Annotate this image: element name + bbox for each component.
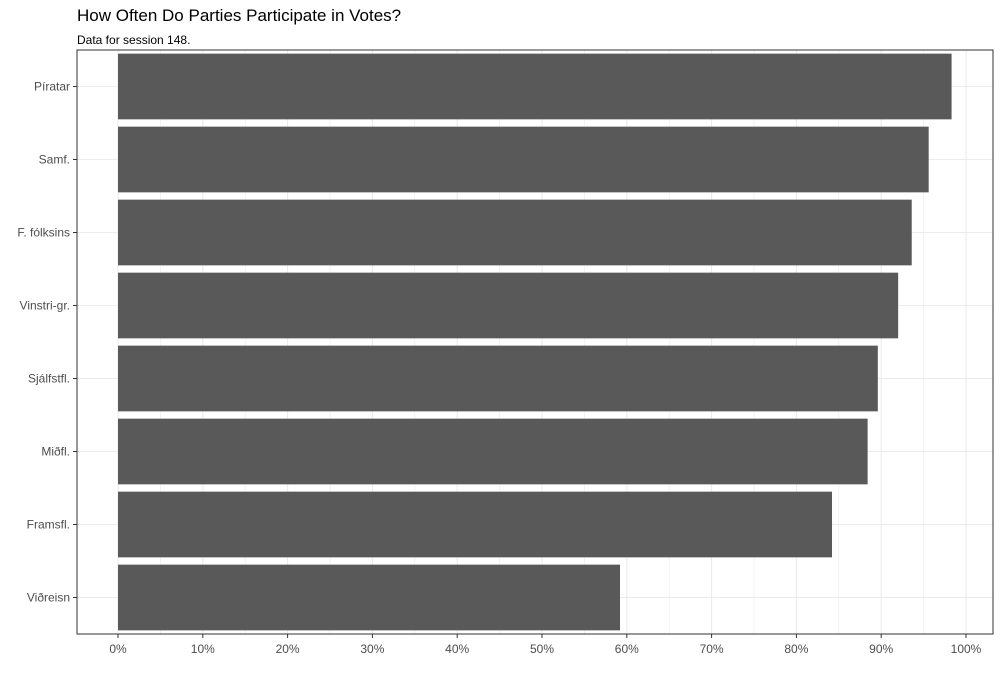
- chart-title: How Often Do Parties Participate in Vote…: [77, 6, 402, 25]
- y-tick-label: Vinstri-gr.: [20, 299, 70, 313]
- y-tick-label: Miðfl.: [41, 445, 70, 459]
- y-tick-label: F. fólksins: [17, 226, 70, 240]
- y-tick-label: Framsfl.: [27, 518, 70, 532]
- bar-7: [118, 564, 621, 631]
- x-tick-label: 20%: [276, 642, 300, 656]
- x-tick-label: 50%: [530, 642, 554, 656]
- x-tick-label: 60%: [615, 642, 639, 656]
- x-tick-label: 40%: [445, 642, 469, 656]
- bars: [118, 53, 952, 631]
- y-tick-label: Píratar: [34, 80, 70, 94]
- x-tick-label: 10%: [191, 642, 215, 656]
- x-tick-label: 70%: [700, 642, 724, 656]
- x-tick-label: 80%: [784, 642, 808, 656]
- x-tick-label: 90%: [869, 642, 893, 656]
- y-tick-label: Samf.: [39, 153, 70, 167]
- panel-border: [76, 49, 994, 635]
- x-axis: 0% 10% 20% 30% 40% 50% 60% 70% 80% 90% 100%: [109, 634, 982, 656]
- x-tick-label: 0%: [109, 642, 127, 656]
- bar-3: [118, 272, 899, 339]
- bar-2: [118, 199, 912, 266]
- y-tick-label: Sjálfstfl.: [28, 372, 70, 386]
- bar-4: [118, 345, 878, 412]
- x-tick-label: 100%: [951, 642, 982, 656]
- x-tick-label: 30%: [360, 642, 384, 656]
- y-axis: Píratar Samf. F. fólksins Vinstri-gr. Sjálfs…: [17, 80, 77, 605]
- bar-6: [118, 491, 833, 558]
- y-tick-label: Viðreisn: [27, 591, 70, 605]
- bar-5: [118, 418, 868, 485]
- chart-subtitle: Data for session 148.: [77, 33, 191, 47]
- bar-0: [118, 53, 952, 120]
- bar-1: [118, 126, 929, 193]
